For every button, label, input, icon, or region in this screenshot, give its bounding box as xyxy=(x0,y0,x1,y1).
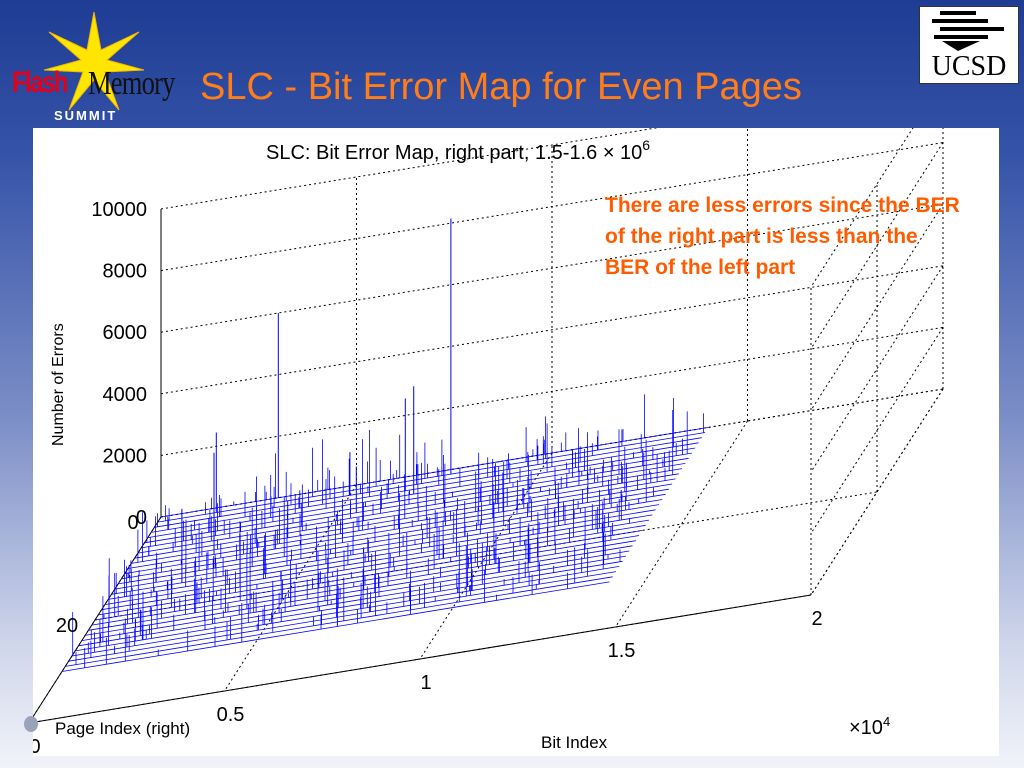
grid-line-z xyxy=(810,327,944,534)
sunburst-icon xyxy=(44,12,144,111)
ucsd-emblem-icon xyxy=(932,11,1004,51)
chart-title: SLC: Bit Error Map, right part, 1.5-1.6 … xyxy=(266,137,650,164)
grid-line-x xyxy=(419,452,553,660)
chart-figure: SLC: Bit Error Map, right part, 1.5-1.6 … xyxy=(33,128,999,756)
x-tick-label: 2 xyxy=(811,608,822,630)
page-trace xyxy=(141,457,689,549)
z-tick-label: 0 xyxy=(136,507,147,529)
page-trace xyxy=(151,442,699,533)
page-trace xyxy=(65,576,613,667)
ucsd-logo-text: UCSD xyxy=(931,51,1007,82)
grid-line-z xyxy=(810,142,944,349)
z-tick-label: 2000 xyxy=(103,445,148,467)
x-tick-label: 1 xyxy=(420,672,431,694)
page-trace xyxy=(94,530,643,621)
page-trace xyxy=(160,427,709,518)
y-tick-label: 20 xyxy=(56,615,78,637)
page-trace xyxy=(127,478,676,569)
grid-line-x xyxy=(810,388,944,596)
grid-line-x xyxy=(615,420,748,628)
page-trace xyxy=(147,447,696,538)
page-trace xyxy=(68,571,617,662)
logo-memory-text: Memory xyxy=(88,65,175,102)
page-trace xyxy=(75,560,623,652)
page-trace xyxy=(134,468,683,559)
grid-line-z xyxy=(160,265,944,395)
logo-flash-text: Flash xyxy=(12,66,68,99)
z-tick-label: 8000 xyxy=(103,261,148,283)
page-trace xyxy=(108,509,656,600)
grid-line-z xyxy=(160,128,659,210)
z-axis-label: Number of Errors xyxy=(50,323,67,446)
page-trace xyxy=(137,463,686,554)
y-axis-label: Page Index (right) xyxy=(55,719,190,738)
bit-error-map-chart: SLC: Bit Error Map, right part, 1.5-1.6 … xyxy=(33,128,944,756)
x-axis-label: Bit Index xyxy=(541,733,608,752)
z-tick-label: 6000 xyxy=(103,322,148,344)
page-trace xyxy=(78,555,626,647)
decorative-bullet xyxy=(24,716,38,732)
grid-line-z xyxy=(810,203,944,411)
flash-memory-summit-logo: Flash Memory SUMMIT xyxy=(0,0,200,128)
grid-line-z xyxy=(810,265,944,473)
x-axis-multiplier: ×104 xyxy=(849,714,890,739)
grid-line-z xyxy=(160,203,944,333)
page-trace xyxy=(154,437,702,528)
axis-line-x xyxy=(33,594,812,723)
z-tick-label: 4000 xyxy=(103,384,148,406)
page-trace xyxy=(88,540,636,631)
ucsd-logo: UCSD xyxy=(919,6,1019,84)
x-tick-label: 1.5 xyxy=(608,640,636,662)
page-trace xyxy=(104,514,653,605)
page-trace xyxy=(157,432,706,523)
slide-title: SLC - Bit Error Map for Even Pages xyxy=(200,66,802,108)
page-trace xyxy=(121,488,669,580)
x-tick-label: 0 xyxy=(33,736,41,756)
grid-line-x xyxy=(224,484,357,692)
x-tick-label: 0.5 xyxy=(217,704,245,726)
z-tick-label: 10000 xyxy=(91,199,147,221)
page-trace xyxy=(111,504,659,595)
page-trace xyxy=(81,550,630,641)
page-trace xyxy=(85,545,633,636)
page-trace xyxy=(118,493,666,585)
page-trace xyxy=(61,581,610,672)
logo-summit-text: SUMMIT xyxy=(54,108,118,123)
y-tick-label: 0 xyxy=(127,512,138,534)
page-trace xyxy=(71,566,620,657)
annotation-text: There are less errors since the BER of t… xyxy=(605,194,960,279)
